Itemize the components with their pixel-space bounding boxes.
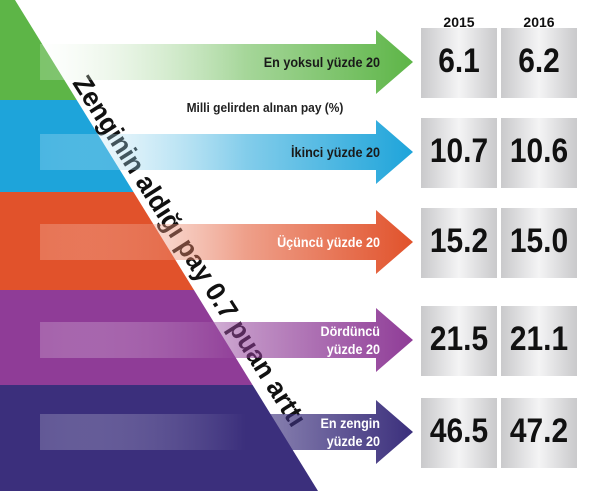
value: 21.1 [509,320,569,358]
row-label: İkinci yüzde 20 [291,144,380,160]
value-box [421,306,497,376]
arrow [40,400,413,464]
value: 10.6 [509,132,569,170]
value: 46.5 [429,412,489,450]
value: 21.5 [429,320,489,358]
column-header: 2016 [523,14,555,30]
row-label: En yoksul yüzde 20 [263,54,380,70]
row-label: Üçüncü yüzde 20 [277,234,380,250]
row-label: En zengin yüzde 20 [320,415,380,449]
value-box [421,118,497,188]
value-box [421,398,497,468]
value: 15.2 [429,222,489,260]
value: 15.0 [509,222,569,260]
value-box [501,28,577,98]
value-box [501,398,577,468]
arrow [40,308,413,372]
row-label: Dördüncü yüzde 20 [320,323,380,357]
subtitle: Milli gelirden alınan pay (%) [186,100,344,115]
column-header: 2015 [443,14,475,30]
value-box [501,208,577,278]
value: 6.2 [518,42,560,80]
value: 10.7 [429,132,489,170]
arrow [40,30,413,94]
value-box [421,28,497,98]
value-box [501,118,577,188]
value-box [501,306,577,376]
value-box [421,208,497,278]
value: 6.1 [438,42,480,80]
arrow [40,210,413,274]
arrow [40,120,413,184]
value: 47.2 [509,412,569,450]
